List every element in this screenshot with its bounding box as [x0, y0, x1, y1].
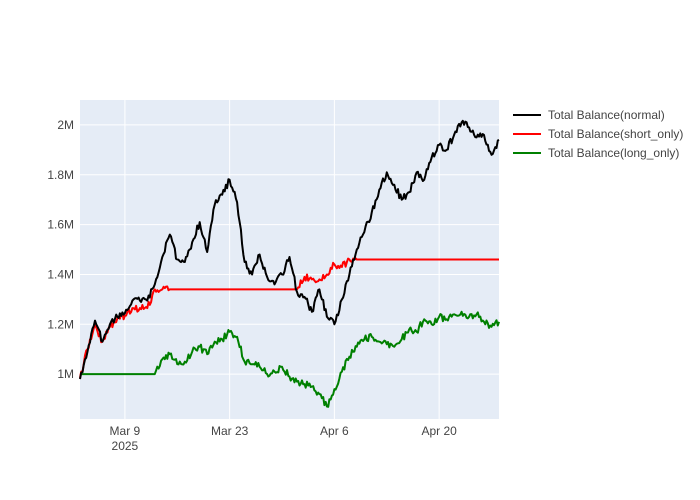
y-tick-label: 1.4M — [47, 267, 74, 281]
x-tick-label: Apr 6 — [320, 424, 349, 438]
y-tick-label: 1.8M — [47, 168, 74, 182]
series-line-0 — [79, 119, 500, 380]
x-tick-year-label: 2025 — [112, 439, 139, 453]
legend-label: Total Balance(short_only) — [548, 127, 683, 141]
legend-item[interactable]: Total Balance(normal) — [513, 108, 665, 122]
series-line-2 — [80, 310, 500, 408]
legend[interactable]: Total Balance(normal) Total Balance(short… — [513, 108, 683, 160]
y-tick-label: 1.6M — [47, 218, 74, 232]
legend-item[interactable]: Total Balance(short_only) — [513, 127, 683, 141]
legend-label: Total Balance(long_only) — [548, 146, 679, 160]
y-tick-label: 1M — [57, 367, 74, 381]
legend-item[interactable]: Total Balance(long_only) — [513, 146, 679, 160]
legend-label: Total Balance(normal) — [548, 108, 665, 122]
x-tick-label: Mar 23 — [211, 424, 249, 438]
x-tick-label: Apr 20 — [421, 424, 457, 438]
x-tick-label: Mar 9 — [110, 424, 141, 438]
y-tick-label: 2M — [57, 118, 74, 132]
series-lines — [79, 119, 500, 408]
y-axis: 1M 1.2M 1.4M 1.6M 1.8M 2M — [47, 118, 74, 381]
y-tick-label: 1.2M — [47, 317, 74, 331]
series-line-1 — [79, 257, 499, 379]
